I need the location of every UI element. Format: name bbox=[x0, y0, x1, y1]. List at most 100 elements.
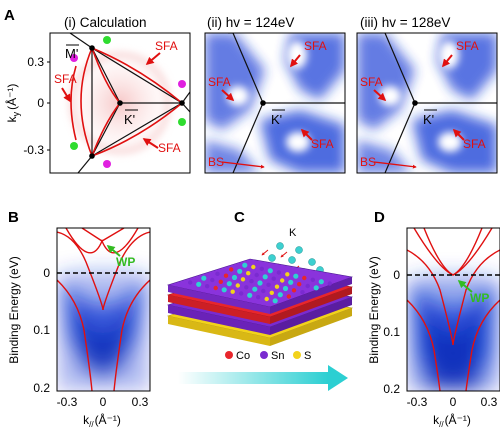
calculation-map bbox=[50, 33, 190, 173]
panel-d-xlabel: k//(Å⁻¹) bbox=[433, 412, 471, 429]
panel-d-xtick-0.3: 0.3 bbox=[481, 395, 498, 409]
surface-atom bbox=[276, 270, 281, 275]
panel-b-ytick-0: 0 bbox=[43, 266, 50, 280]
label-k-prime-calc: K' bbox=[124, 112, 135, 127]
label-k-prime-124: K' bbox=[271, 112, 282, 127]
sfa-label-128-3: SFA bbox=[463, 137, 486, 151]
surface-atom bbox=[269, 290, 274, 295]
surface-atom bbox=[249, 279, 254, 284]
surface-atom bbox=[240, 277, 246, 282]
panel-a-ylabel: ky(Å⁻¹) bbox=[4, 84, 21, 123]
surface-atom bbox=[272, 298, 278, 304]
co-swatch bbox=[225, 351, 233, 359]
surface-atom bbox=[262, 274, 268, 280]
wp-arrow-d bbox=[457, 279, 473, 293]
k-label: K bbox=[289, 227, 297, 239]
sfa-arrow bbox=[441, 54, 453, 68]
sfa-arrow bbox=[289, 54, 301, 68]
panel-letter-b: B bbox=[8, 209, 19, 226]
panel-b-xtick-0.3: 0.3 bbox=[132, 395, 149, 409]
panel-b-ytick-0.1: 0.1 bbox=[33, 323, 50, 337]
surface-atom bbox=[215, 271, 220, 276]
sn-swatch bbox=[260, 351, 268, 359]
legend-s: S bbox=[304, 350, 311, 362]
wp-label-b: WP bbox=[116, 255, 135, 269]
panel-d-ytick-0.1: 0.1 bbox=[383, 325, 400, 339]
panel-b-frame bbox=[56, 227, 151, 392]
surface-atom bbox=[231, 274, 238, 281]
sfa-arrow bbox=[142, 138, 159, 149]
crystal-slab bbox=[166, 258, 354, 346]
surface-atom bbox=[252, 286, 258, 292]
surface-atom bbox=[293, 273, 299, 279]
sfa-arrow bbox=[373, 89, 387, 102]
surface-atom bbox=[313, 285, 319, 291]
sfa-label-128-1: SFA bbox=[456, 39, 479, 53]
arpes-map-128 bbox=[357, 33, 497, 173]
panel-a-title-124: (ii) hv = 124eV bbox=[207, 15, 294, 30]
surface-atom bbox=[300, 290, 305, 295]
sfa-arrow bbox=[145, 52, 161, 66]
label-m-prime: M' bbox=[65, 46, 78, 61]
atom-legend: Co Sn S bbox=[225, 350, 311, 362]
arpes-cut-d bbox=[407, 228, 500, 391]
surface-atom bbox=[310, 277, 315, 282]
sfa-arrow bbox=[300, 128, 313, 141]
surface-atom bbox=[291, 288, 297, 293]
surface-atom bbox=[230, 289, 235, 294]
surface-atom bbox=[267, 268, 273, 274]
panel-a-ytick-0.3: 0.3 bbox=[27, 55, 44, 69]
surface-atom bbox=[201, 275, 207, 281]
surface-atom bbox=[266, 282, 271, 287]
sfa-label-calc-1: SFA bbox=[155, 39, 178, 53]
svg-text:Binding Energy (eV): Binding Energy (eV) bbox=[7, 256, 21, 363]
surface-atom bbox=[242, 262, 248, 268]
surface-atom bbox=[251, 264, 256, 270]
surface-atom bbox=[256, 295, 261, 300]
surface-atom bbox=[223, 273, 229, 278]
surface-atom bbox=[264, 296, 269, 302]
wp-label-d: WP bbox=[470, 291, 489, 305]
surface-atom bbox=[188, 280, 193, 285]
surface-atom bbox=[277, 292, 283, 298]
surface-atom bbox=[305, 283, 310, 289]
sfa-label-124-1: SFA bbox=[304, 39, 327, 53]
sfa-label-calc-2: SFA bbox=[54, 72, 77, 86]
surface-atom bbox=[205, 284, 210, 289]
panel-d-ytick-0.2: 0.2 bbox=[383, 382, 400, 396]
panel-letter-d: D bbox=[374, 209, 385, 226]
surface-atom bbox=[239, 291, 244, 296]
arpes-map-124 bbox=[205, 33, 345, 173]
gradient-arrow bbox=[178, 365, 348, 391]
bs-arrow bbox=[373, 161, 417, 169]
surface-atom bbox=[288, 279, 294, 285]
panel-b-ytick-0.2: 0.2 bbox=[33, 381, 50, 395]
arpes-frame-128 bbox=[356, 32, 498, 174]
surface-atom bbox=[261, 288, 266, 294]
panel-a-ytick-0: 0 bbox=[37, 96, 44, 110]
surface-atom bbox=[274, 284, 280, 289]
surface-atom bbox=[282, 285, 289, 292]
surface-atom bbox=[247, 292, 253, 298]
surface-atom bbox=[297, 282, 302, 287]
bs-arrow bbox=[221, 161, 265, 169]
wp-arrow-b bbox=[106, 244, 121, 257]
surface-atom bbox=[213, 285, 218, 291]
sfa-arrow bbox=[452, 128, 465, 141]
surface-atom bbox=[229, 267, 234, 272]
surface-atom bbox=[237, 268, 243, 274]
arpes-cut-b bbox=[57, 228, 150, 391]
surface-atom bbox=[196, 281, 202, 287]
sfa-label-124-2: SFA bbox=[208, 75, 231, 89]
sfa-label-124-3: SFA bbox=[311, 137, 334, 151]
sfa-label-128-2: SFA bbox=[360, 75, 383, 89]
panel-letter-c: C bbox=[234, 209, 245, 226]
panel-a-title-128: (iii) hv = 128eV bbox=[360, 15, 450, 30]
panel-b-xlabel: k//(Å⁻¹) bbox=[83, 412, 121, 429]
surface-atom bbox=[327, 281, 332, 286]
surface-atom bbox=[286, 294, 291, 299]
surface-atom bbox=[244, 285, 249, 290]
sfa-label-calc-3: SFA bbox=[158, 141, 181, 155]
svg-text:ky(Å⁻¹): ky(Å⁻¹) bbox=[4, 84, 21, 123]
surface-atom bbox=[218, 279, 223, 284]
